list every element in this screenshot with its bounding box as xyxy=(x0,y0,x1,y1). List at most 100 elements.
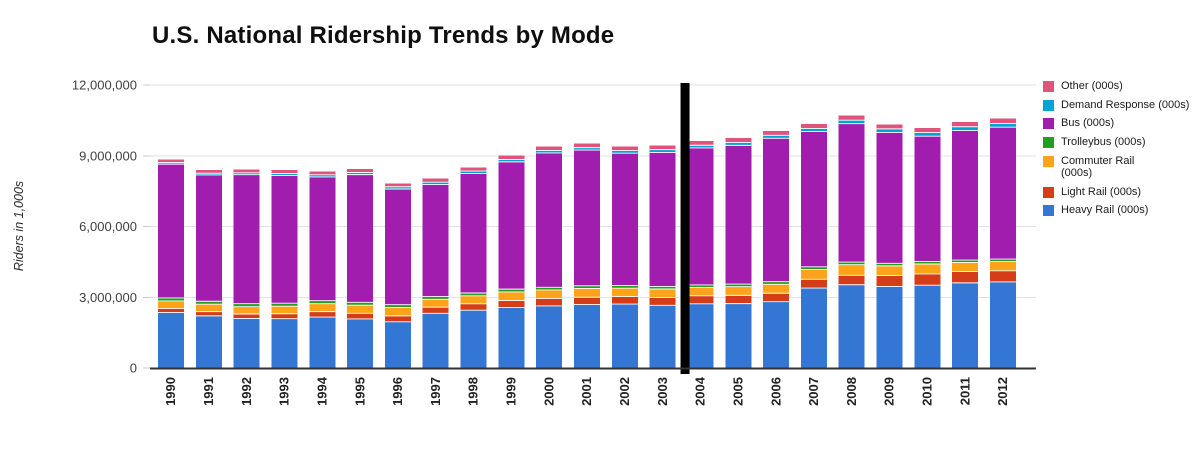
legend-item: Other (000s) xyxy=(1043,80,1195,93)
bar-segment xyxy=(876,124,903,129)
bar-segment xyxy=(233,303,260,307)
y-tick-label: 12,000,000 xyxy=(72,78,137,93)
bar-segment xyxy=(347,302,374,306)
bar-segment xyxy=(574,297,600,305)
bar-segment xyxy=(838,262,865,265)
y-tick-label: 0 xyxy=(130,361,137,376)
bar-segment xyxy=(158,312,184,368)
bar-segment xyxy=(611,296,638,305)
x-tick-label: 2004 xyxy=(693,376,708,406)
x-tick-label: 2009 xyxy=(882,377,897,406)
bar-segment xyxy=(158,164,184,298)
x-tick-label: 2000 xyxy=(541,377,556,406)
bar-segment xyxy=(195,311,222,316)
bar-segment xyxy=(574,288,600,298)
bar-segment xyxy=(384,321,411,368)
x-tick-label: 2003 xyxy=(655,377,670,406)
bar-segment xyxy=(422,296,449,300)
bar-segment xyxy=(536,150,563,153)
bar-segment xyxy=(498,307,525,368)
bar-segment xyxy=(914,273,941,286)
y-tick-label: 6,000,000 xyxy=(79,219,137,234)
bar-segment xyxy=(233,313,260,319)
bar-segment xyxy=(687,284,714,288)
bar-segment xyxy=(876,286,903,368)
bar-segment xyxy=(309,303,336,312)
bar-segment xyxy=(725,303,752,368)
bar-segment xyxy=(876,263,903,266)
bar-segment xyxy=(687,147,714,285)
bar-segment xyxy=(876,265,903,276)
bar-segment xyxy=(271,303,298,307)
legend: Other (000s) Demand Response (000s) Bus (0… xyxy=(1043,80,1195,223)
bar-segment xyxy=(914,127,941,133)
bar-segment xyxy=(574,304,600,368)
bar-segment xyxy=(687,303,714,368)
bar-segment xyxy=(990,259,1016,262)
bar-segment xyxy=(838,115,865,121)
bar-segment xyxy=(347,174,374,303)
bar-segment xyxy=(498,161,525,290)
bar-segment xyxy=(574,143,600,148)
bar-segment xyxy=(158,300,184,309)
bar-segment xyxy=(800,131,827,267)
x-tick-label: 1995 xyxy=(352,377,367,406)
x-tick-label: 2002 xyxy=(617,377,632,406)
legend-item: Commuter Rail (000s) xyxy=(1043,155,1195,180)
bar-segment xyxy=(422,184,449,297)
bar-segment xyxy=(800,279,827,289)
bar-segment xyxy=(914,136,941,262)
bar-segment xyxy=(158,162,184,165)
legend-item: Demand Response (000s) xyxy=(1043,99,1195,112)
bar-segment xyxy=(347,172,374,175)
bar-segment xyxy=(687,287,714,296)
bar-segment xyxy=(611,153,638,286)
x-tick-label: 2006 xyxy=(768,377,783,406)
x-tick-label: 2005 xyxy=(730,377,745,406)
bar-segment xyxy=(347,313,374,319)
bar-segment xyxy=(725,284,752,287)
bar-segment xyxy=(460,295,487,304)
legend-label: Demand Response (000s) xyxy=(1061,98,1190,111)
x-tick-label: 2012 xyxy=(995,377,1010,406)
bar-segment xyxy=(422,307,449,314)
bar-segment xyxy=(384,315,411,322)
bar-segment xyxy=(800,123,827,129)
bar-segment xyxy=(649,286,676,289)
legend-item: Trolleybus (000s) xyxy=(1043,136,1195,149)
bar-segment xyxy=(158,297,184,301)
bar-segment xyxy=(309,311,336,318)
chart-title: U.S. National Ridership Trends by Mode xyxy=(152,22,615,49)
legend-label: Bus (000s) xyxy=(1061,117,1115,130)
bar-segment xyxy=(952,130,979,261)
x-tick-label: 1991 xyxy=(201,377,216,406)
bar-segment xyxy=(952,271,979,283)
bar-segment xyxy=(763,301,790,368)
bar-segment xyxy=(838,284,865,368)
x-tick-label: 2007 xyxy=(806,377,821,406)
legend-swatch-icon xyxy=(1043,99,1054,111)
bar-segment xyxy=(460,173,487,294)
bar-segment xyxy=(233,174,260,304)
bar-segment xyxy=(233,172,260,175)
bar-segment xyxy=(271,306,298,314)
bar-segment xyxy=(158,308,184,313)
bar-segment xyxy=(649,288,676,298)
bar-segment xyxy=(574,150,600,286)
legend-label: Other (000s) xyxy=(1061,80,1123,92)
bar-segment xyxy=(763,284,790,294)
bar-segment xyxy=(838,275,865,285)
bar-segment xyxy=(460,303,487,311)
bar-segment xyxy=(800,288,827,368)
legend-swatch-icon xyxy=(1043,186,1054,198)
bar-segment xyxy=(347,305,374,314)
bar-segment xyxy=(763,281,790,285)
legend-swatch-icon xyxy=(1043,118,1054,130)
y-tick-label: 9,000,000 xyxy=(79,148,137,163)
bar-segment xyxy=(460,171,487,174)
bar-segment xyxy=(725,295,752,304)
bar-segment xyxy=(195,301,222,305)
y-tick-label: 3,000,000 xyxy=(79,290,137,305)
bar-segment xyxy=(271,173,298,176)
